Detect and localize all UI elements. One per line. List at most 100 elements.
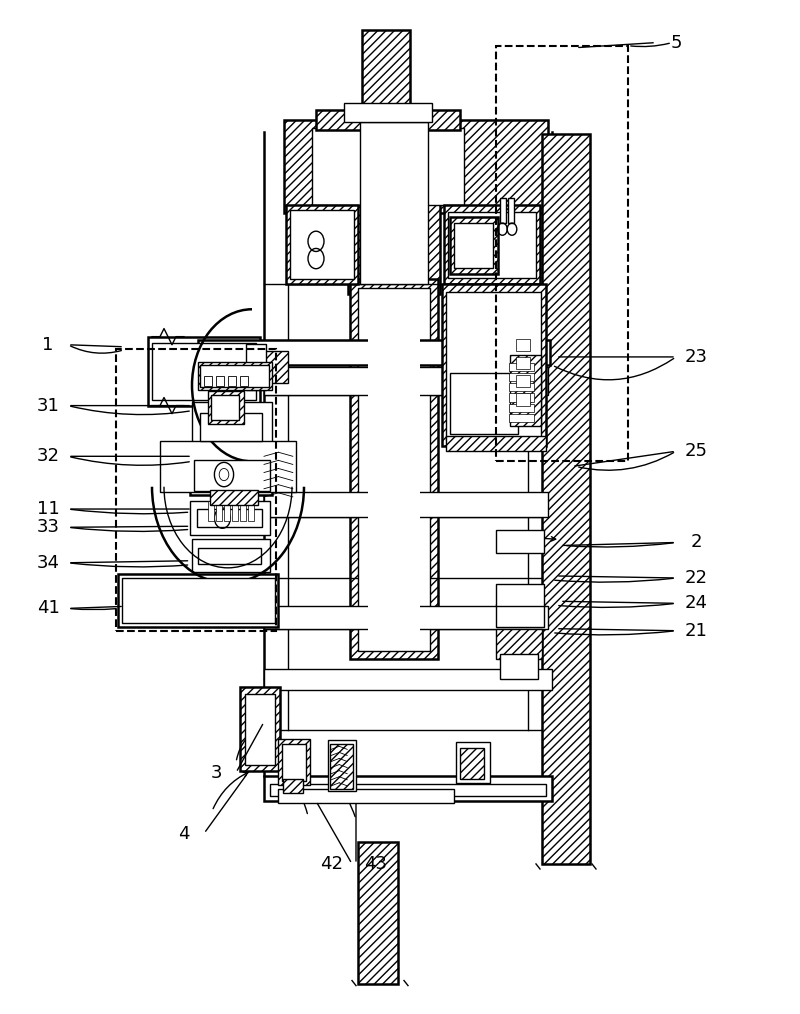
Bar [290,210,354,279]
Bar [264,669,552,690]
Bar [546,137,586,857]
Text: 3: 3 [210,764,222,782]
Text: 43: 43 [365,855,387,873]
Bar [200,365,269,387]
Bar [278,789,454,803]
Bar [195,544,266,568]
Bar [316,110,460,130]
Bar [118,574,278,627]
Bar [500,198,506,223]
Bar [240,687,280,771]
Bar [198,548,261,564]
Bar [496,584,544,606]
Bar [283,779,303,793]
Bar [264,367,548,395]
FancyArrowPatch shape [70,457,190,465]
Bar [232,501,238,521]
Bar [211,395,239,420]
Bar [286,205,358,284]
Bar [460,748,484,779]
Text: 25: 25 [685,442,707,460]
FancyArrowPatch shape [554,631,674,635]
Bar [328,740,356,791]
Bar [190,456,272,495]
Bar [224,501,230,521]
Bar [284,120,548,213]
Bar [509,363,534,371]
Bar [508,198,514,223]
Bar [456,742,490,783]
Bar [510,355,541,426]
Bar [516,375,530,387]
Text: 2: 2 [690,533,702,552]
Bar [248,501,254,521]
Bar [264,492,548,517]
Bar [208,501,214,521]
Bar [148,337,260,406]
Bar [278,739,310,785]
Text: 34: 34 [37,554,59,572]
FancyArrowPatch shape [554,578,674,582]
Bar [240,376,248,386]
Text: 33: 33 [37,518,59,536]
Bar [450,373,518,434]
Bar [197,509,262,527]
Text: 32: 32 [37,447,59,465]
Bar [368,294,420,644]
Bar [448,212,536,278]
Text: 1: 1 [42,336,54,354]
FancyArrowPatch shape [554,359,674,380]
Bar [208,391,244,424]
Text: 5: 5 [670,33,682,52]
Bar [152,343,256,400]
Bar [450,217,498,274]
Text: 11: 11 [37,500,59,518]
Bar [245,694,275,765]
Bar [348,112,440,294]
Bar [496,604,544,627]
Bar [264,606,548,629]
Bar [350,279,438,659]
Bar [454,223,493,268]
Bar [362,30,410,122]
Bar [516,357,530,369]
Bar [282,744,306,781]
Bar [516,393,530,406]
FancyArrowPatch shape [578,452,674,470]
Bar [496,629,542,659]
Text: 23: 23 [685,348,707,366]
Bar [516,339,530,351]
Bar [509,404,534,412]
Text: 42: 42 [321,855,343,873]
Bar [197,464,265,487]
Text: 31: 31 [37,396,59,415]
Bar [160,441,296,492]
Bar [542,134,590,864]
Bar [200,413,262,441]
Bar [360,122,428,284]
Bar [312,128,464,205]
Bar [198,340,550,365]
Bar [442,284,546,446]
Bar [256,351,288,383]
Text: 24: 24 [685,594,707,612]
Bar [446,292,541,440]
Bar [452,377,514,430]
Bar [192,539,270,572]
FancyArrowPatch shape [70,509,188,514]
Bar [509,393,534,402]
Bar [246,344,266,390]
FancyArrowPatch shape [558,603,674,607]
Bar [122,578,275,623]
Bar [204,376,212,386]
FancyArrowPatch shape [566,542,674,547]
Bar [216,376,224,386]
Bar [228,376,236,386]
Bar [496,530,544,553]
Bar [196,408,266,446]
Bar [509,373,534,381]
Text: 22: 22 [685,569,707,587]
FancyArrowPatch shape [70,563,188,567]
Bar [194,505,267,531]
Bar [190,501,270,535]
